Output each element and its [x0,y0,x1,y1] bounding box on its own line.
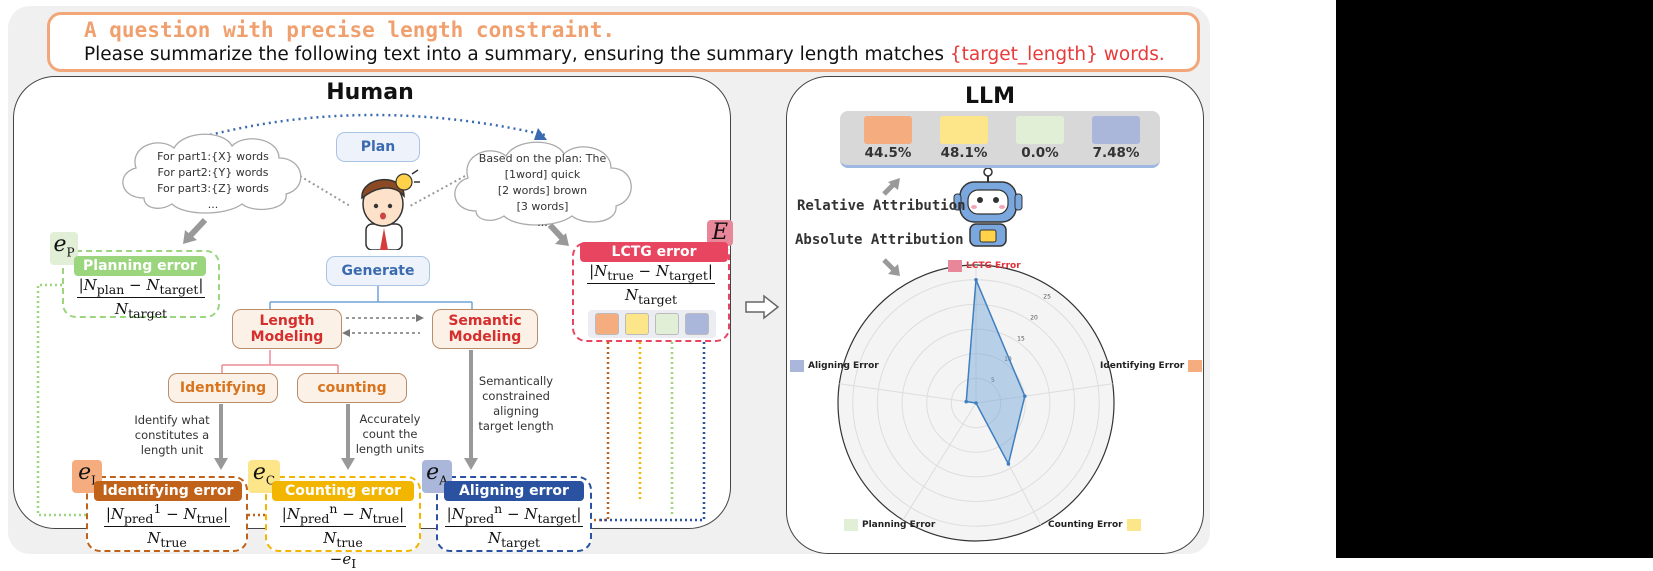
counting-legend-swatch [1126,519,1141,531]
radar-label-aligning: Aligning Error [790,360,879,372]
lctg-legend-label: LCTG Error [966,261,1021,271]
count-description: Accurately count the length units [355,412,425,456]
absolute-attribution-label: Absolute Attribution [795,232,964,248]
aligning-error-formula: |Npredn − Ntarget| Ntarget [444,501,584,550]
radar-data-point [974,277,978,282]
human-connectors [36,113,706,522]
lctg-swatch-identifying [595,313,619,335]
lctg-attribution-bar [588,310,716,338]
panel-arrow-icon [745,294,780,320]
length-modeling-box: Length Modeling [232,309,342,349]
person-thinking-icon [361,169,420,250]
aligning-axis-label: Aligning Error [808,361,879,371]
counting-axis-label: Counting Error [1048,520,1123,530]
planning-axis-label: Planning Error [862,520,936,530]
radar-data-point [974,401,978,405]
llm-value-planning: 0.0% [1021,145,1059,161]
lctg-swatch-planning [655,313,679,335]
radar-tick-label: 20 [1030,314,1038,321]
identifying-box: Identifying [168,373,278,403]
counting-error-label: Counting error [272,481,414,501]
planning-error-tag: eP [50,232,78,266]
llm-value-counting: 48.1% [940,145,988,161]
lctg-swatch-aligning [685,313,709,335]
planning-error-label: Planning error [74,256,206,276]
counting-error-formula: |Npredn − Ntrue| Ntrue −eI [279,501,407,571]
target-length-highlight: {target_length} words. [949,44,1165,65]
lctg-swatch-counting [625,313,649,335]
relative-attribution-label: Relative Attribution [797,198,966,214]
right-black-band [1336,0,1653,558]
down-arrow-icon [882,258,900,276]
radar-tick-label: 25 [1043,294,1051,301]
aligning-error-label: Aligning error [444,481,584,501]
radar-label-identifying: Identifying Error [1100,360,1203,372]
radar-tick-label: 15 [1017,335,1025,342]
identifying-legend-swatch [1188,360,1203,372]
llm-swatch-identifying [864,116,912,144]
identifying-error-formula: |Npred1 − Ntrue| Ntrue [103,501,231,550]
radar-spoke [839,383,977,404]
cloud-left-icon [122,133,302,214]
llm-bar-cells: 44.5% 48.1% 0.0% 7.48% [854,116,1154,162]
llm-swatch-aligning [1092,116,1140,144]
llm-value-identifying: 44.5% [864,145,912,161]
planning-error-formula: |Nplan − Ntarget| Ntarget [76,276,206,321]
aligning-legend-swatch [790,360,804,372]
lctg-error-tag: E [707,220,733,246]
question-text: Please summarize the following text into… [84,44,1165,65]
lctg-legend-swatch [948,260,962,272]
up-arrow-icon [882,178,900,196]
semantic-modeling-box: Semantic Modeling [432,309,538,349]
radar-data-point [1006,462,1011,466]
radar-spoke [975,383,1113,404]
llm-value-aligning: 7.48% [1092,145,1140,161]
radar-data-polygon [965,279,1026,467]
radar-tick-label: 10 [1004,356,1012,363]
radar-label-counting: Counting Error [1048,519,1141,531]
identify-description: Identify what constitutes a length unit [134,413,210,457]
radar-legend-lctg: LCTG Error [948,260,1021,272]
semantic-description: Semantically constrained aligning target… [478,374,554,433]
question-box [47,12,1200,72]
planning-legend-swatch [844,519,858,531]
llm-swatch-counting [940,116,988,144]
counting-box: counting [297,373,407,403]
llm-title: LLM [965,84,1015,109]
cloud-left-text: For part1:{X} words For part2:{Y} words … [157,150,269,211]
question-title: A question with precise length constrain… [84,18,616,42]
plan-box: Plan [336,132,420,162]
generate-box: Generate [326,256,430,286]
robot-icon [953,168,1023,247]
radar-label-planning: Planning Error [844,519,935,531]
human-title: Human [326,80,414,105]
radar-data-point [964,399,969,404]
radar-data-point [1023,394,1027,398]
radar-spoke [902,402,977,521]
llm-swatch-planning [1016,116,1064,144]
cloud-right-text: Based on the plan: The [1word] quick [2 … [478,152,607,229]
radar-chart: 5 10 15 20 25 [837,264,1115,542]
radar-tick-label: 5 [991,377,995,384]
cloud-right-icon [454,141,632,226]
aligning-error-tag: eA [422,460,452,494]
lctg-error-formula: |Ntrue − Ntarget| Ntarget [587,262,715,307]
identifying-axis-label: Identifying Error [1100,361,1185,371]
lctg-error-label: LCTG error [580,242,728,262]
identifying-error-label: Identifying error [94,481,242,501]
